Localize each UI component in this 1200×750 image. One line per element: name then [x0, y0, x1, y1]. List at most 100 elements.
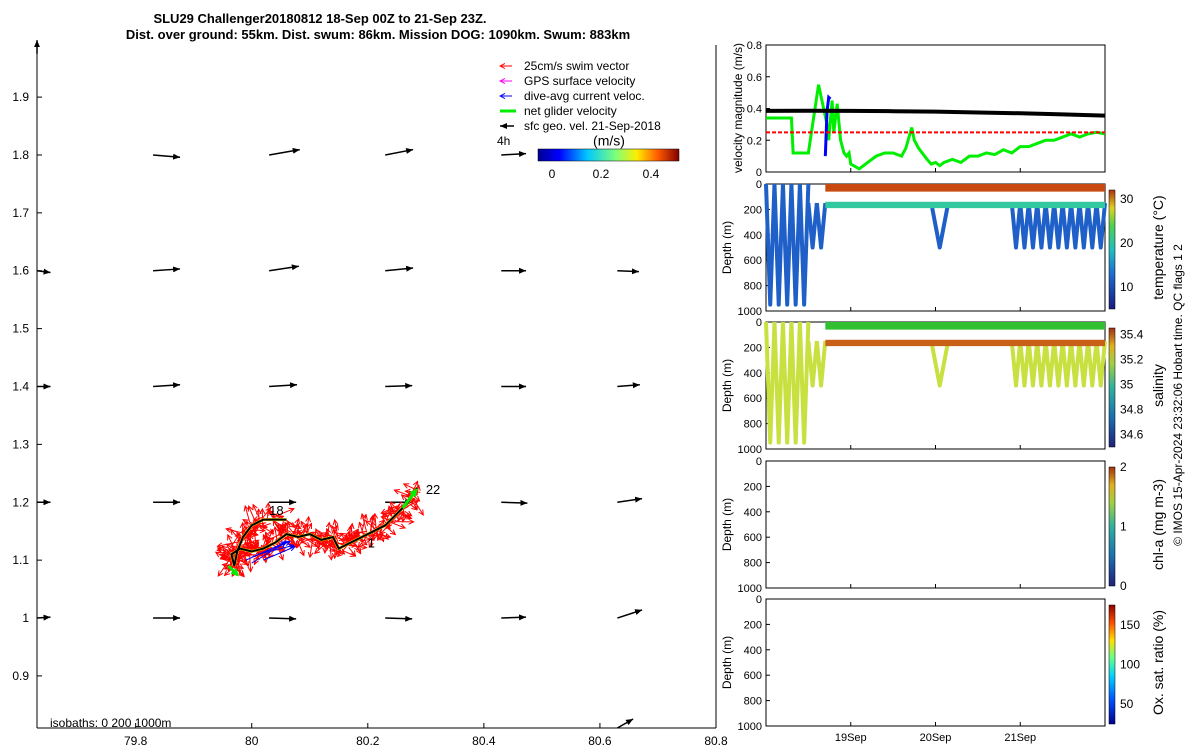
- dive-profile: [1026, 340, 1040, 388]
- geo-vector-arrow: [385, 265, 414, 272]
- surface-layer: [825, 184, 1105, 192]
- map-y-tick-label: 1: [22, 611, 29, 625]
- dive-profile: [789, 321, 802, 445]
- swim-vector-arrow: [249, 506, 256, 522]
- thermocline-layer: [825, 201, 1105, 209]
- profile-y-tick-label: 400: [744, 368, 762, 380]
- map-title-line1: SLU29 Challenger20180812 18-Sep 00Z to 2…: [153, 11, 486, 26]
- swim-vector-arrow: [310, 537, 313, 558]
- swim-vector-arrow: [412, 497, 424, 515]
- swim-vector-arrow: [266, 532, 283, 541]
- geo-vector-arrow: [36, 614, 51, 621]
- time-axis: 19Sep 20Sep 21Sep: [835, 168, 1036, 744]
- net-velocity-vectors: [227, 490, 417, 575]
- colorbar-tick-label: 35.2: [1120, 352, 1144, 366]
- colorbar-tick-label: 0: [1120, 579, 1127, 593]
- day-label: 18: [269, 503, 283, 518]
- velocity-axes-box: [765, 44, 1106, 173]
- dive-profile: [1077, 340, 1091, 388]
- dive-profile: [1069, 340, 1082, 388]
- geo-vector-arrow: [269, 615, 297, 622]
- temperature-data: [764, 183, 1107, 307]
- swim-vector-arrow: [350, 530, 367, 535]
- net-velocity-arrow: [401, 490, 417, 509]
- profile-y-tick-label: 200: [744, 481, 762, 493]
- swim-vector-arrow: [404, 484, 415, 490]
- profile-y-tick-label: 800: [744, 558, 762, 570]
- geo-vector-arrow: [501, 151, 527, 158]
- profile-y-tick-label: 200: [744, 342, 762, 354]
- profile-y-tick-label: 600: [744, 393, 762, 405]
- velocity-series-line: [823, 94, 832, 157]
- dive-profile: [806, 202, 819, 250]
- time-tick-label: 21Sep: [1004, 732, 1036, 744]
- profile-panel-oxygen: 0 200 400 600 800 1000 Depth (m) 50 100 150 Ox. sa…: [720, 594, 1166, 733]
- swim-vector-arrow: [301, 521, 309, 535]
- profile-colorbar: [1108, 466, 1116, 587]
- profile-y-tick-label: 600: [744, 532, 762, 544]
- velocity-series-line: [765, 108, 1106, 118]
- velocity-y-ticks: 0 0.2 0.4 0.6 0.8: [747, 40, 770, 179]
- colorbar-tick-0: 0: [549, 167, 556, 181]
- dive-profile: [1009, 202, 1023, 250]
- swim-vector-arrow: [399, 512, 400, 521]
- dive-profile: [1086, 202, 1099, 250]
- dive-profile: [929, 340, 951, 388]
- profile-cblabel: salinity: [1150, 364, 1166, 407]
- swim-vector-arrow: [245, 506, 251, 522]
- colorbar-tick-label: 10: [1120, 280, 1134, 294]
- map-y-tick-label: 1.4: [12, 380, 29, 394]
- current-vector-arrow: [257, 545, 294, 555]
- geo-vector-arrow: [501, 614, 527, 621]
- swim-vector-arrow: [250, 555, 251, 572]
- profile-ylabel: Depth (m): [720, 359, 734, 412]
- geo-vector-arrow: [153, 153, 181, 160]
- profile-ylabel: Depth (m): [720, 636, 734, 689]
- profile-ylabel: Depth (m): [720, 221, 734, 274]
- current-vectors: [245, 542, 295, 564]
- dive-profile: [814, 202, 828, 250]
- velocity-y-tick-label: 0.8: [747, 40, 762, 52]
- legend-current-label: dive-avg current veloc.: [524, 89, 645, 103]
- profile-y-tick-label: 800: [744, 696, 762, 708]
- swim-vector-arrow: [358, 534, 369, 547]
- profile-y-tick-label: 1000: [738, 721, 762, 733]
- map-y-tick-label: 1.1: [12, 553, 29, 567]
- colorbar-tick-label: 35: [1120, 377, 1134, 391]
- isobaths-label: isobaths: 0 200 1000m: [50, 716, 171, 730]
- swim-vector-arrow: [362, 514, 368, 533]
- profile-y-tick-label: 200: [744, 204, 762, 216]
- day-labels: 18 22 1: [269, 482, 440, 550]
- legend-swim-label: 25cm/s swim vector: [524, 59, 629, 73]
- geo-vector-arrow: [385, 147, 414, 156]
- map-y-tick-label: 1.9: [12, 90, 29, 104]
- geo-vector-arrow: [617, 609, 643, 619]
- profile-y-tick-label: 400: [744, 230, 762, 242]
- velocity-y-tick-label: 0: [756, 167, 762, 179]
- swim-vector-arrow: [256, 522, 274, 534]
- swim-vector-arrow: [309, 539, 320, 540]
- geo-vector-arrow: [36, 268, 51, 275]
- dive-profile: [1009, 340, 1023, 388]
- map-y-tick-label: 0.9: [12, 669, 29, 683]
- profile-y-tick-label: 200: [744, 619, 762, 631]
- profile-y-tick-label: 0: [756, 456, 762, 468]
- velocity-y-tick-label: 0.4: [747, 104, 762, 116]
- legend-net-label: net glider velocity: [524, 104, 617, 118]
- swim-vector-arrow: [404, 511, 412, 515]
- colorbar-units: (m/s): [593, 133, 625, 149]
- profile-y-tick-label: 0: [756, 594, 762, 606]
- swim-vector-arrow: [275, 509, 294, 517]
- profile-colorbar: [1108, 604, 1116, 725]
- geo-vector-arrow: [385, 382, 413, 389]
- geo-vector-arrow: [501, 499, 528, 506]
- swim-vector-arrow: [307, 517, 308, 531]
- current-vector-arrow: [251, 543, 286, 564]
- imos-credit: © IMOS 15-Apr-2024 23:32:06 Hobart time.…: [1171, 244, 1185, 546]
- swim-vector-arrow: [291, 538, 297, 548]
- thermocline-layer: [825, 339, 1105, 347]
- geo-vector-arrow: [617, 382, 640, 389]
- swim-vector-arrow: [385, 526, 395, 535]
- legend-geo-label: sfc geo. vel. 21-Sep-2018: [524, 119, 661, 133]
